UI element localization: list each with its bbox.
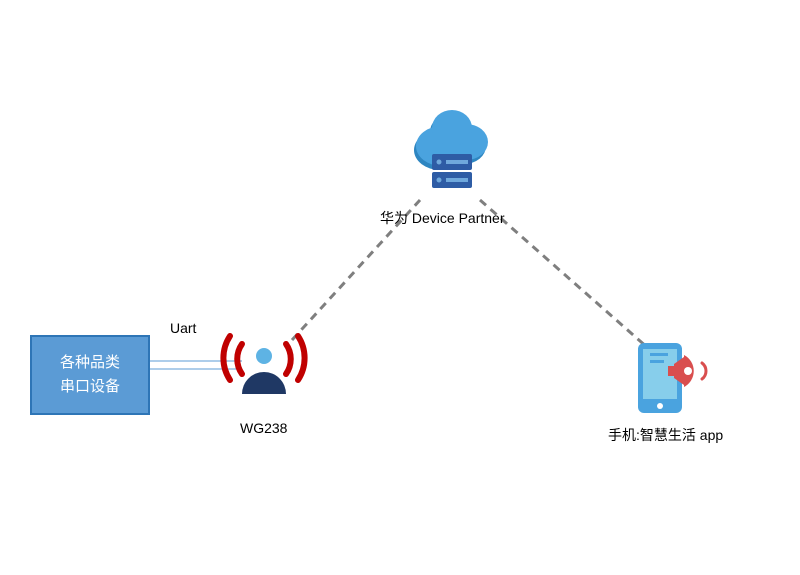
edge-cloud-phone [480, 200, 648, 348]
diagram-svg [0, 0, 800, 570]
wg238-label: WG238 [240, 420, 287, 436]
phone-label: 手机:智慧生活 app [608, 425, 723, 445]
device-box-label: 各种品类 串口设备 [60, 351, 120, 399]
uart-label: Uart [170, 320, 196, 336]
cloud-icon [414, 110, 488, 188]
device-box-line2: 串口设备 [60, 378, 120, 395]
wg238-icon [223, 336, 304, 394]
cloud-label: 华为 Device Partner [380, 208, 504, 228]
edge-uart-double [150, 361, 242, 369]
diagram-canvas: 各种品类 串口设备 Uart WG238 华为 Device Partner 手… [0, 0, 800, 570]
serial-device-box: 各种品类 串口设备 [30, 335, 150, 415]
phone-icon [638, 343, 706, 413]
device-box-line1: 各种品类 [60, 354, 120, 371]
